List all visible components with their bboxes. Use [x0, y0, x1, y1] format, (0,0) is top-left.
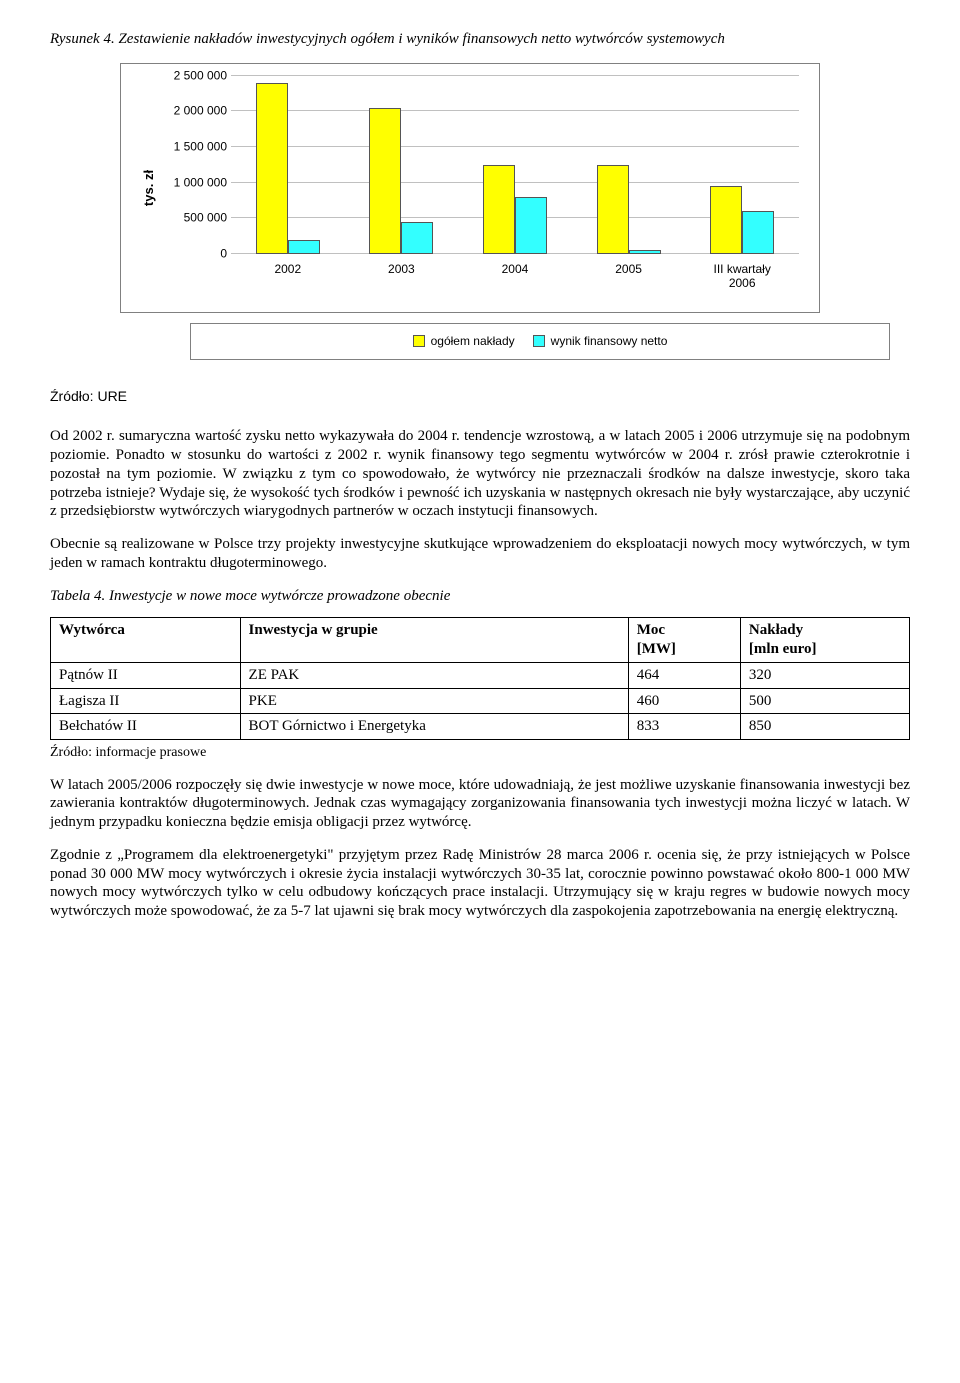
table-header-cell: Moc[MW] [628, 618, 740, 663]
x-tick-label: 2002 [231, 258, 345, 312]
chart-container: tys. zł 0 500 000 1 000 000 1 500 000 2 000 … [120, 63, 820, 360]
table-cell: 320 [740, 662, 909, 688]
bar [597, 165, 629, 254]
table-header-cell: Wytwórca [51, 618, 241, 663]
bar [288, 240, 320, 254]
bar-group [345, 78, 459, 254]
bar [629, 250, 661, 254]
bar [710, 186, 742, 254]
table-cell: 833 [628, 714, 740, 740]
bar-chart: tys. zł 0 500 000 1 000 000 1 500 000 2 000 … [120, 63, 820, 313]
legend-swatch [533, 335, 545, 347]
table-cell: Bełchatów II [51, 714, 241, 740]
bar [369, 108, 401, 254]
table-cell: 464 [628, 662, 740, 688]
bar [515, 197, 547, 254]
y-tick-label: 500 000 [184, 211, 227, 226]
gridline [231, 75, 799, 76]
bar-group [231, 78, 345, 254]
table-cell: PKE [240, 688, 628, 714]
x-tick-label: 2003 [345, 258, 459, 312]
bar [742, 211, 774, 254]
table-cell: 500 [740, 688, 909, 714]
table-source: Źródło: informacje prasowe [50, 744, 910, 762]
plot-area [231, 78, 799, 254]
y-tick-label: 2 500 000 [174, 68, 227, 83]
bar [401, 222, 433, 254]
paragraph-4: Zgodnie z „Programem dla elektroenergety… [50, 846, 910, 921]
table-cell: BOT Górnictwo i Energetyka [240, 714, 628, 740]
bar-group [572, 78, 686, 254]
investments-table: WytwórcaInwestycja w grupieMoc[MW]Nakład… [50, 617, 910, 740]
x-tick-label: III kwartały2006 [685, 258, 799, 312]
paragraph-1: Od 2002 r. sumaryczna wartość zysku nett… [50, 427, 910, 521]
bar [483, 165, 515, 254]
y-tick-label: 2 000 000 [174, 104, 227, 119]
legend-item: ogółem nakłady [413, 334, 515, 349]
table-header-cell: Inwestycja w grupie [240, 618, 628, 663]
table-caption: Tabela 4. Inwestycje w nowe moce wytwórc… [50, 587, 910, 606]
x-tick-label: 2004 [458, 258, 572, 312]
table-row: Bełchatów IIBOT Górnictwo i Energetyka83… [51, 714, 910, 740]
y-tick-label: 1 500 000 [174, 139, 227, 154]
figure-caption: Rysunek 4. Zestawienie nakładów inwestyc… [50, 30, 910, 49]
table-row: Pątnów IIZE PAK464320 [51, 662, 910, 688]
paragraph-3: W latach 2005/2006 rozpoczęły się dwie i… [50, 776, 910, 832]
bar-group [685, 78, 799, 254]
legend-label: wynik finansowy netto [551, 334, 668, 349]
chart-legend: ogółem nakłady wynik finansowy netto [190, 323, 890, 360]
table-header-cell: Nakłady[mln euro] [740, 618, 909, 663]
bar [256, 83, 288, 254]
figure-source: Źródło: URE [50, 388, 910, 406]
x-tick-label: 2005 [572, 258, 686, 312]
bar-group [458, 78, 572, 254]
legend-item: wynik finansowy netto [533, 334, 668, 349]
legend-swatch [413, 335, 425, 347]
chart-ylabel: tys. zł [141, 170, 157, 206]
y-tick-label: 0 [220, 246, 227, 261]
table-cell: Pątnów II [51, 662, 241, 688]
table-cell: 460 [628, 688, 740, 714]
table-cell: 850 [740, 714, 909, 740]
y-tick-label: 1 000 000 [174, 175, 227, 190]
table-cell: Łagisza II [51, 688, 241, 714]
paragraph-2: Obecnie są realizowane w Polsce trzy pro… [50, 535, 910, 573]
table-row: Łagisza IIPKE460500 [51, 688, 910, 714]
table-cell: ZE PAK [240, 662, 628, 688]
legend-label: ogółem nakłady [431, 334, 515, 349]
